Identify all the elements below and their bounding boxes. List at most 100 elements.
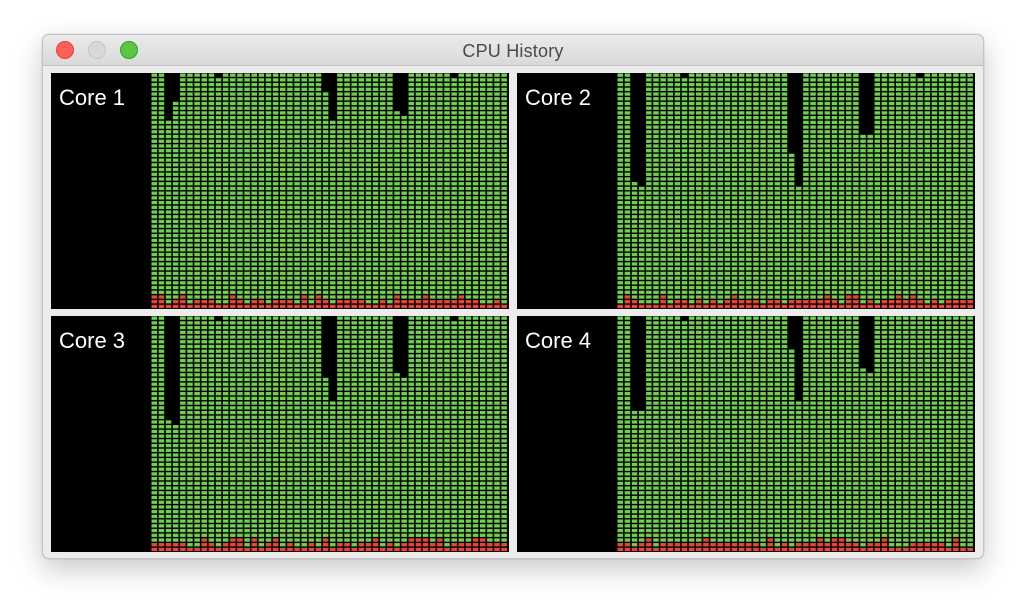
user-load-cell	[158, 167, 165, 172]
user-load-cell	[960, 144, 966, 148]
user-load-cell	[945, 82, 952, 87]
user-load-cell	[895, 101, 902, 106]
user-load-cell	[437, 243, 443, 247]
minimize-window-button[interactable]	[88, 41, 106, 59]
user-load-cell	[201, 224, 208, 228]
user-load-cell	[322, 200, 329, 205]
user-load-cell	[924, 229, 931, 233]
user-load-cell	[945, 97, 952, 101]
user-load-cell	[617, 271, 624, 276]
user-load-cell	[888, 97, 895, 101]
user-load-cell	[696, 139, 702, 143]
user-load-cell	[372, 233, 379, 238]
user-load-cell	[265, 229, 272, 233]
user-load-cell	[881, 215, 888, 219]
user-load-cell	[272, 271, 279, 276]
user-load-cell	[258, 248, 265, 252]
user-load-cell	[653, 219, 659, 224]
zoom-window-button[interactable]	[120, 41, 138, 59]
user-load-cell	[415, 97, 422, 101]
user-load-cell	[710, 215, 716, 219]
user-load-cell	[351, 167, 357, 172]
user-load-cell	[272, 106, 279, 110]
user-load-cell	[372, 300, 379, 304]
user-load-cell	[874, 87, 881, 91]
user-load-cell	[960, 92, 966, 96]
user-load-cell	[387, 290, 393, 294]
user-load-cell	[494, 172, 500, 176]
user-load-cell	[781, 177, 788, 181]
user-load-cell	[788, 276, 795, 280]
system-load-cell	[172, 300, 179, 304]
user-load-cell	[401, 130, 407, 134]
title-bar[interactable]: CPU History	[43, 35, 983, 66]
user-load-cell	[215, 177, 222, 181]
user-load-cell	[251, 163, 257, 167]
user-load-cell	[237, 224, 243, 228]
user-load-cell	[258, 130, 265, 134]
user-load-cell	[258, 139, 265, 143]
user-load-cell	[494, 134, 500, 139]
user-load-cell	[151, 149, 158, 153]
close-window-button[interactable]	[56, 41, 74, 59]
user-load-cell	[624, 92, 631, 96]
user-load-cell	[344, 285, 350, 290]
user-load-cell	[258, 111, 265, 115]
user-load-cell	[429, 73, 436, 77]
user-load-cell	[810, 153, 816, 158]
user-load-cell	[208, 149, 215, 153]
user-load-cell	[667, 276, 674, 280]
user-load-cell	[917, 172, 923, 176]
user-load-cell	[315, 224, 322, 228]
user-load-cell	[653, 186, 659, 191]
user-load-cell	[874, 106, 881, 110]
user-load-cell	[272, 144, 279, 148]
user-load-cell	[781, 252, 788, 257]
user-load-cell	[358, 295, 365, 299]
user-load-cell	[222, 267, 229, 271]
user-load-cell	[888, 172, 895, 176]
user-load-cell	[824, 125, 831, 129]
user-load-cell	[187, 82, 193, 87]
user-load-cell	[165, 262, 172, 266]
user-load-cell	[817, 134, 823, 139]
user-load-cell	[853, 233, 859, 238]
user-load-cell	[681, 186, 688, 191]
user-load-cell	[379, 144, 386, 148]
user-load-cell	[194, 285, 200, 290]
user-load-cell	[853, 252, 859, 257]
user-load-cell	[315, 243, 322, 247]
user-load-cell	[838, 210, 845, 214]
user-load-cell	[717, 101, 723, 106]
user-load-cell	[881, 257, 888, 261]
user-load-cell	[201, 78, 208, 82]
user-load-cell	[422, 149, 429, 153]
user-load-cell	[753, 257, 759, 261]
user-load-cell	[315, 281, 322, 285]
user-load-cell	[201, 257, 208, 261]
user-load-cell	[151, 396, 158, 401]
user-load-cell	[401, 252, 407, 257]
user-load-cell	[774, 78, 781, 82]
user-load-cell	[237, 271, 243, 276]
user-load-cell	[631, 215, 638, 219]
user-load-cell	[444, 167, 450, 172]
user-load-cell	[781, 186, 788, 191]
user-load-cell	[960, 186, 966, 191]
user-load-cell	[874, 78, 881, 82]
user-load-cell	[945, 233, 952, 238]
user-load-cell	[265, 215, 272, 219]
user-load-cell	[151, 257, 158, 261]
user-load-cell	[631, 276, 638, 280]
user-load-cell	[860, 257, 866, 261]
user-load-cell	[358, 111, 365, 115]
user-load-cell	[322, 295, 329, 299]
user-load-cell	[788, 281, 795, 285]
user-load-cell	[237, 229, 243, 233]
system-load-cell	[738, 304, 745, 309]
user-load-cell	[458, 177, 465, 181]
user-load-cell	[330, 243, 336, 247]
user-load-cell	[674, 281, 681, 285]
user-load-cell	[194, 295, 200, 299]
user-load-cell	[494, 295, 500, 299]
